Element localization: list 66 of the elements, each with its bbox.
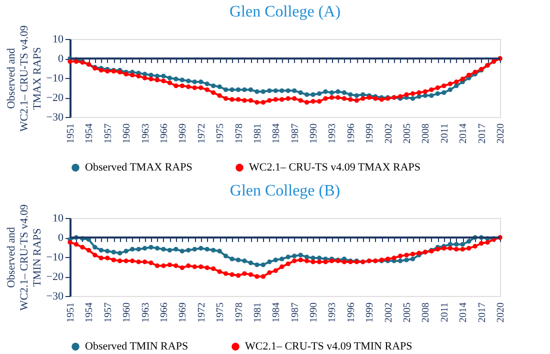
x-tick-label: 1990	[308, 302, 320, 322]
x-tick-label: 2017	[476, 124, 488, 144]
x-tick-label: 2002	[383, 302, 394, 322]
y-tick-label: −30	[46, 290, 64, 302]
x-tick-label: 1966	[158, 124, 170, 144]
x-tick-label: 1963	[140, 124, 152, 144]
legend-label: Observed TMIN RAPS	[85, 340, 188, 353]
x-tick-label: 1957	[102, 124, 114, 144]
chart-title: Glen College (B)	[230, 182, 340, 200]
legend-label: WC2.1– CRU-TS v4.09 TMAX RAPS	[249, 162, 421, 174]
x-tick-label: 1951	[66, 124, 76, 144]
x-tick-label: 2020	[496, 124, 506, 144]
y-tick-label: −30	[46, 112, 64, 124]
x-tick-label: 1978	[234, 124, 245, 144]
x-tick-label: 1996	[346, 302, 357, 322]
x-tick-label: 1972	[196, 302, 208, 322]
y-tick-label: 10	[52, 212, 64, 224]
x-tick-label: 1990	[308, 124, 320, 144]
x-tick-label: 1972	[196, 124, 208, 144]
y-axis-title: Observed and WC2.1– CRU-TS v4.09 TMIN RAPS	[5, 204, 44, 311]
chart-title: Glen College (A)	[229, 3, 341, 20]
legend-label: Observed TMAX RAPS	[85, 162, 192, 174]
y-tick-label: −10	[46, 252, 64, 264]
x-tick-label: 2020	[496, 302, 506, 322]
x-tick-label: 1978	[234, 302, 245, 322]
x-tick-label: 1966	[158, 302, 170, 322]
x-tick-label: 1963	[140, 302, 152, 322]
x-tick-label: 1960	[122, 302, 133, 322]
x-tick-label: 1975	[215, 124, 226, 144]
x-tick-label: 1954	[84, 124, 96, 144]
y-tick-label: 0	[58, 53, 64, 65]
x-tick-label: 2017	[476, 302, 488, 322]
x-tick-label: 1969	[178, 124, 189, 144]
x-tick-label: 1960	[122, 124, 133, 144]
y-axis-title: Observed and WC2.1– CRU-TS v4.09 TMAX RAPS	[5, 24, 44, 132]
x-tick-label: 1951	[66, 302, 76, 322]
x-tick-label: 2002	[383, 124, 394, 144]
x-tick-label: 2008	[420, 302, 432, 322]
y-tick-label: 0	[58, 232, 64, 244]
x-tick-label: 1981	[252, 124, 264, 144]
x-tick-label: 1957	[102, 302, 114, 322]
x-tick-label: 2005	[402, 302, 414, 322]
y-tick-label: −10	[46, 72, 64, 84]
x-tick-label: 1993	[327, 124, 338, 144]
legend-label: WC2.1– CRU-TS v4.09 TMIN RAPS	[245, 340, 412, 353]
x-tick-label: 1981	[252, 302, 264, 322]
x-tick-label: 2011	[439, 302, 450, 322]
y-tick-label: −20	[46, 271, 64, 283]
x-tick-label: 2014	[458, 124, 470, 144]
x-tick-label: 1987	[290, 302, 301, 322]
x-tick-label: 1984	[271, 302, 282, 322]
x-tick-label: 2008	[420, 124, 432, 144]
x-tick-label: 1954	[84, 302, 96, 322]
x-tick-label: 1987	[290, 124, 301, 144]
x-tick-label: 1993	[327, 302, 338, 322]
x-tick-label: 1984	[271, 124, 282, 144]
x-tick-label: 1969	[178, 302, 189, 322]
x-tick-label: 2014	[458, 302, 470, 322]
x-tick-label: 2005	[402, 124, 414, 144]
x-tick-label: 1999	[364, 124, 376, 144]
x-tick-label: 1996	[346, 124, 357, 144]
x-tick-label: 2011	[439, 124, 450, 144]
y-tick-label: −20	[46, 92, 64, 104]
x-tick-label: 1999	[364, 302, 376, 322]
x-tick-label: 1975	[215, 302, 226, 322]
y-tick-label: 10	[52, 34, 64, 46]
